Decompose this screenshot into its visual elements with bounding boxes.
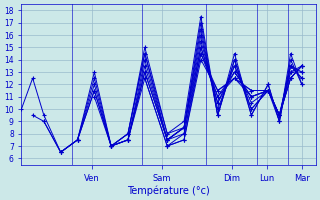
X-axis label: Température (°c): Température (°c) bbox=[127, 185, 210, 196]
